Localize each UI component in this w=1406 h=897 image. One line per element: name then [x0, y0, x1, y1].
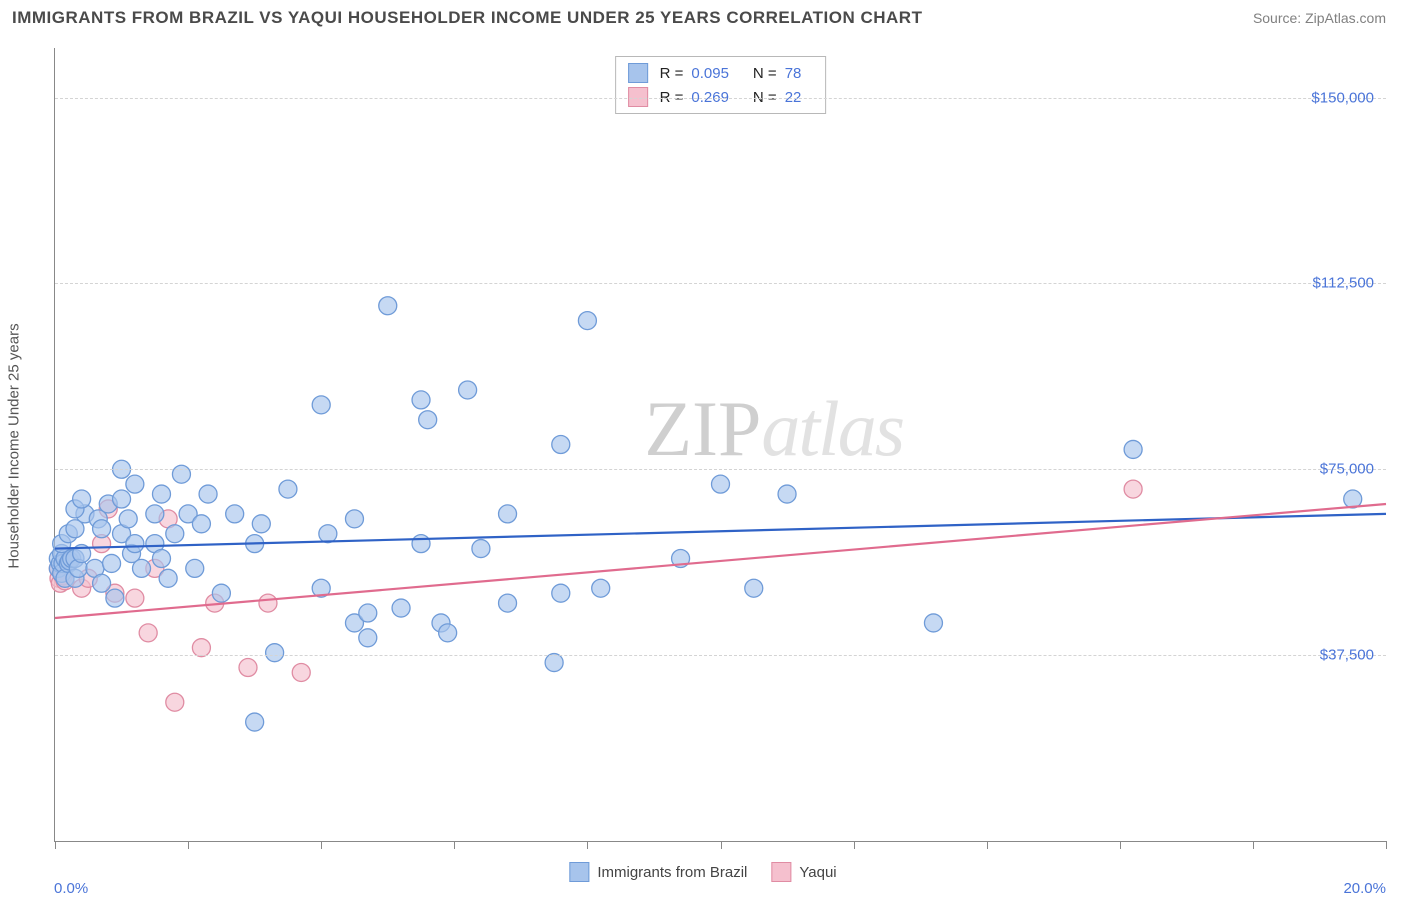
data-point [312, 396, 330, 414]
data-point [159, 569, 177, 587]
gridline [55, 283, 1386, 284]
x-tick [1253, 841, 1254, 849]
data-point [578, 312, 596, 330]
data-point [778, 485, 796, 503]
data-point [246, 713, 264, 731]
data-point [345, 510, 363, 528]
data-point [152, 485, 170, 503]
data-point [419, 411, 437, 429]
data-point [239, 659, 257, 677]
data-point [592, 579, 610, 597]
y-tick-label: $150,000 [1311, 89, 1374, 106]
stats-box: R =0.095N =78R =0.269N =22 [615, 56, 827, 114]
legend-label: Immigrants from Brazil [597, 864, 747, 881]
data-point [73, 490, 91, 508]
data-point [552, 584, 570, 602]
data-point [139, 624, 157, 642]
stats-r-label: R = [660, 65, 684, 82]
chart-title: IMMIGRANTS FROM BRAZIL VS YAQUI HOUSEHOL… [12, 8, 922, 28]
data-point [192, 639, 210, 657]
y-axis-title: Householder Income Under 25 years [6, 323, 23, 568]
data-point [113, 490, 131, 508]
stats-n-value: 78 [785, 65, 802, 82]
x-tick [454, 841, 455, 849]
data-point [379, 297, 397, 315]
data-point [199, 485, 217, 503]
data-point [279, 480, 297, 498]
data-point [166, 525, 184, 543]
data-point [126, 535, 144, 553]
x-tick [721, 841, 722, 849]
data-point [552, 436, 570, 454]
data-point [226, 505, 244, 523]
data-point [472, 540, 490, 558]
scatter-plot-svg [55, 48, 1386, 841]
chart-source: Source: ZipAtlas.com [1253, 10, 1386, 26]
gridline [55, 98, 1386, 99]
data-point [152, 549, 170, 567]
data-point [412, 391, 430, 409]
y-tick-label: $75,000 [1320, 461, 1374, 478]
data-point [745, 579, 763, 597]
data-point [359, 604, 377, 622]
data-point [93, 574, 111, 592]
data-point [545, 654, 563, 672]
data-point [146, 505, 164, 523]
data-point [93, 520, 111, 538]
legend-item-brazil: Immigrants from Brazil [569, 862, 747, 882]
data-point [359, 629, 377, 647]
legend-label: Yaqui [799, 864, 836, 881]
x-tick [1120, 841, 1121, 849]
x-min-label: 0.0% [54, 880, 88, 897]
data-point [126, 475, 144, 493]
data-point [924, 614, 942, 632]
data-point [712, 475, 730, 493]
stats-n-label: N = [753, 65, 777, 82]
data-point [292, 663, 310, 681]
data-point [1124, 440, 1142, 458]
data-point [259, 594, 277, 612]
x-tick [854, 841, 855, 849]
swatch-brazil [628, 63, 648, 83]
legend-swatch-yaqui [771, 862, 791, 882]
x-tick [55, 841, 56, 849]
x-tick [188, 841, 189, 849]
gridline [55, 655, 1386, 656]
data-point [103, 554, 121, 572]
x-tick [321, 841, 322, 849]
y-tick-label: $112,500 [1313, 275, 1374, 292]
data-point [319, 525, 337, 543]
data-point [126, 589, 144, 607]
data-point [266, 644, 284, 662]
data-point [172, 465, 190, 483]
data-point [499, 594, 517, 612]
data-point [166, 693, 184, 711]
x-tick [587, 841, 588, 849]
legend: Immigrants from Brazil Yaqui [569, 862, 836, 882]
legend-swatch-brazil [569, 862, 589, 882]
data-point [1124, 480, 1142, 498]
chart-plot-area: ZIPatlas R =0.095N =78R =0.269N =22 $37,… [54, 48, 1386, 842]
x-tick [1386, 841, 1387, 849]
data-point [119, 510, 137, 528]
legend-item-yaqui: Yaqui [771, 862, 836, 882]
y-tick-label: $37,500 [1320, 647, 1374, 664]
data-point [212, 584, 230, 602]
stats-r-value: 0.095 [691, 65, 729, 82]
stats-row-brazil: R = 0.095 N = 78 [628, 61, 814, 85]
data-point [439, 624, 457, 642]
data-point [192, 515, 210, 533]
x-max-label: 20.0% [1343, 880, 1386, 897]
data-point [106, 589, 124, 607]
data-point [186, 559, 204, 577]
data-point [499, 505, 517, 523]
data-point [459, 381, 477, 399]
x-tick [987, 841, 988, 849]
data-point [133, 559, 151, 577]
data-point [252, 515, 270, 533]
data-point [392, 599, 410, 617]
gridline [55, 469, 1386, 470]
data-point [412, 535, 430, 553]
